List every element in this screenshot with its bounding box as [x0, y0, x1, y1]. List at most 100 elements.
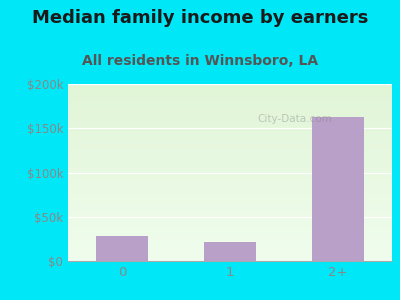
Bar [68, 123, 392, 125]
Bar [204, 242, 256, 261]
Bar [68, 162, 392, 164]
Bar [68, 128, 392, 130]
Bar [68, 231, 392, 233]
Bar [68, 190, 392, 192]
Bar [68, 185, 392, 187]
Bar [68, 247, 392, 249]
Bar [68, 204, 392, 206]
Bar [68, 181, 392, 183]
Bar [68, 257, 392, 259]
Bar [68, 121, 392, 123]
Bar [68, 210, 392, 212]
Bar [68, 130, 392, 132]
Bar [68, 149, 392, 151]
Bar [68, 217, 392, 218]
Bar [68, 89, 392, 91]
Bar [312, 117, 364, 261]
Bar [68, 155, 392, 157]
Bar [68, 94, 392, 96]
Bar [68, 254, 392, 256]
Bar [68, 194, 392, 196]
Bar [68, 146, 392, 148]
Bar [68, 229, 392, 231]
Text: All residents in Winnsboro, LA: All residents in Winnsboro, LA [82, 54, 318, 68]
Bar [68, 197, 392, 199]
Bar [68, 153, 392, 155]
Bar [68, 157, 392, 158]
Bar [68, 137, 392, 139]
Bar [68, 188, 392, 190]
Bar [68, 84, 392, 86]
Bar [68, 242, 392, 243]
Bar [68, 86, 392, 88]
Bar [68, 172, 392, 174]
Bar [68, 236, 392, 238]
Bar [68, 91, 392, 93]
Bar [68, 174, 392, 176]
Bar [68, 250, 392, 252]
Text: City-Data.com: City-Data.com [258, 114, 332, 124]
Bar [68, 169, 392, 171]
Bar [68, 107, 392, 109]
Bar [68, 235, 392, 236]
Bar [68, 164, 392, 165]
Bar [68, 134, 392, 135]
Bar [68, 226, 392, 227]
Bar [68, 135, 392, 137]
Bar [68, 227, 392, 229]
Bar [68, 212, 392, 213]
Bar [68, 218, 392, 220]
Bar [68, 88, 392, 89]
Bar [68, 243, 392, 245]
Bar [68, 240, 392, 242]
Bar [68, 199, 392, 201]
Bar [68, 144, 392, 146]
Bar [68, 183, 392, 185]
Bar [68, 119, 392, 121]
Bar [68, 180, 392, 181]
Bar [68, 112, 392, 114]
Bar [68, 109, 392, 110]
Bar [68, 158, 392, 160]
Bar [68, 238, 392, 240]
Bar [68, 100, 392, 102]
Bar [68, 176, 392, 178]
Bar [68, 105, 392, 107]
Bar [68, 96, 392, 98]
Bar [68, 196, 392, 197]
Bar [68, 224, 392, 226]
Bar [68, 222, 392, 224]
Bar [68, 141, 392, 142]
Bar [68, 125, 392, 127]
Bar [68, 165, 392, 167]
Bar [68, 93, 392, 94]
Bar [96, 236, 148, 261]
Bar [68, 114, 392, 116]
Bar [68, 208, 392, 210]
Text: Median family income by earners: Median family income by earners [32, 9, 368, 27]
Bar [68, 151, 392, 153]
Bar [68, 127, 392, 128]
Bar [68, 202, 392, 204]
Bar [68, 142, 392, 144]
Bar [68, 259, 392, 261]
Bar [68, 110, 392, 112]
Bar [68, 213, 392, 215]
Bar [68, 148, 392, 149]
Bar [68, 233, 392, 235]
Bar [68, 215, 392, 217]
Bar [68, 178, 392, 180]
Bar [68, 98, 392, 100]
Bar [68, 249, 392, 250]
Bar [68, 139, 392, 141]
Bar [68, 220, 392, 222]
Bar [68, 256, 392, 257]
Bar [68, 206, 392, 208]
Bar [68, 192, 392, 194]
Bar [68, 118, 392, 119]
Bar [68, 116, 392, 118]
Bar [68, 171, 392, 172]
Bar [68, 160, 392, 162]
Bar [68, 103, 392, 105]
Bar [68, 187, 392, 188]
